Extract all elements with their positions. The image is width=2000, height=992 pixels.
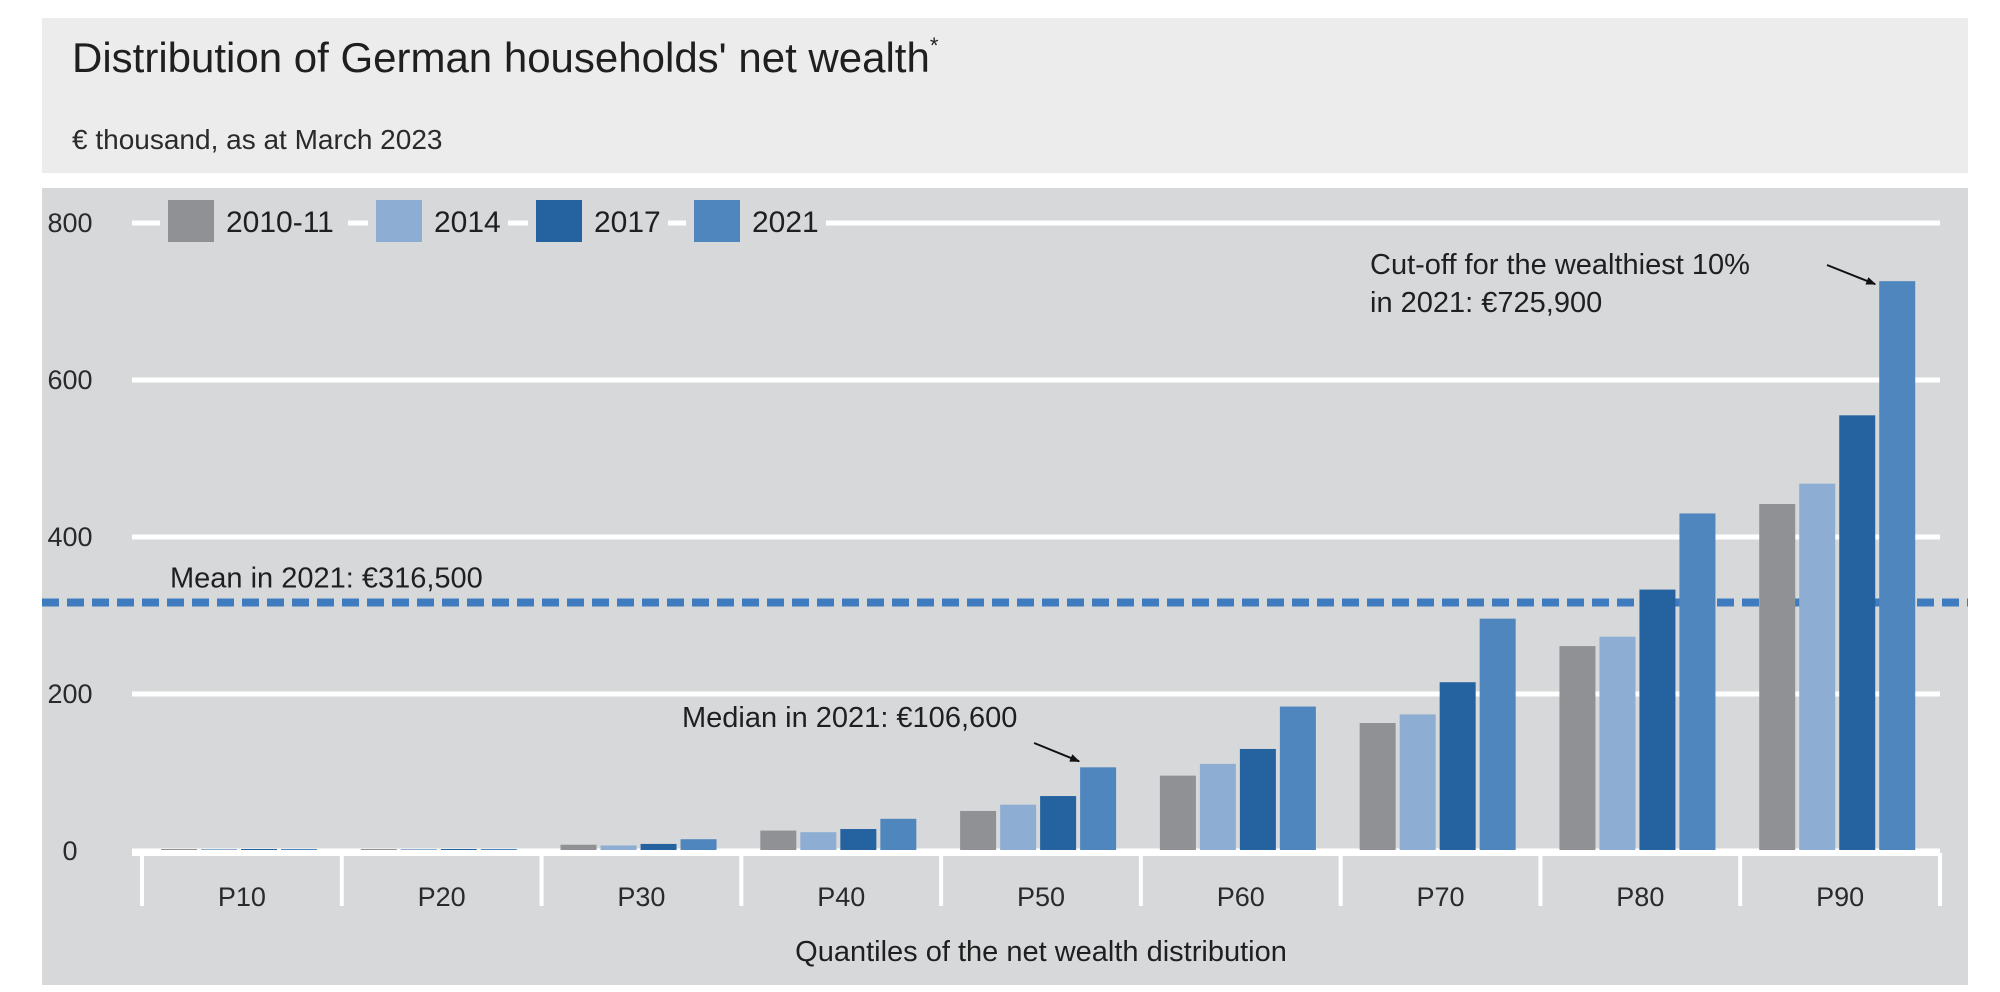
x-axis-title: Quantiles of the net wealth distribution — [795, 936, 1287, 968]
x-tick-label-P30: P30 — [617, 882, 665, 912]
bar-P70-2017 — [1439, 682, 1476, 851]
bar-P60-2010-11 — [1159, 775, 1196, 851]
bar-P60-2014 — [1199, 763, 1236, 851]
bar-P60-2017 — [1239, 748, 1276, 851]
bar-P90-2021 — [1879, 281, 1916, 851]
bar-P80-2017 — [1639, 589, 1676, 851]
legend-label-2014: 2014 — [434, 206, 501, 239]
title-footnote-mark: * — [929, 33, 939, 58]
bar-P40-2014 — [800, 832, 837, 851]
bar-P80-2021 — [1679, 513, 1716, 851]
bar-P70-2014 — [1399, 714, 1436, 851]
y-tick-label-800: 800 — [47, 208, 92, 238]
bar-P30-2017 — [640, 843, 677, 851]
legend-label-2010-11: 2010-11 — [226, 206, 334, 239]
plot-panel: 0 200 400 600 800 P10 P20 P30 P40 P50 P60 P70 P80 P90… — [42, 188, 1968, 985]
bar-P40-2017 — [840, 829, 877, 851]
y-tick-label-400: 400 — [47, 522, 92, 552]
legend-swatch-2017 — [536, 200, 582, 242]
legend-swatch-2010-11 — [168, 200, 214, 242]
x-tick-label-P20: P20 — [418, 882, 466, 912]
bar-P80-2010-11 — [1559, 646, 1596, 851]
x-tick-label-P90: P90 — [1816, 882, 1864, 912]
bar-P90-2010-11 — [1759, 504, 1796, 851]
bar-P50-2021 — [1080, 767, 1117, 851]
bar-P50-2010-11 — [960, 810, 997, 851]
median-arrow — [1033, 742, 1081, 763]
bar-P70-2010-11 — [1359, 723, 1396, 851]
bar-chart: 0 200 400 600 800 P10 P20 P30 P40 P50 P60 P70 P80 P90… — [42, 192, 1968, 968]
chart-title: Distribution of German households' net w… — [72, 33, 939, 81]
bar-P50-2014 — [1000, 804, 1037, 851]
cutoff-arrow — [1826, 264, 1877, 286]
legend-label-2021: 2021 — [752, 206, 819, 239]
bar-P80-2014 — [1599, 636, 1636, 851]
median-label: Median in 2021: €106,600 — [682, 702, 1017, 734]
x-tick-label-P60: P60 — [1217, 882, 1265, 912]
cutoff-label-line1: Cut-off for the wealthiest 10% — [1370, 249, 1750, 281]
y-tick-label-200: 200 — [47, 679, 92, 709]
y-tick-label-0: 0 — [62, 836, 77, 866]
legend-swatch-2021 — [694, 200, 740, 242]
bar-P30-2010-11 — [560, 844, 597, 851]
bar-P30-2021 — [680, 839, 717, 851]
cutoff-label-line2: in 2021: €725,900 — [1370, 287, 1602, 319]
bar-P60-2021 — [1279, 706, 1316, 851]
legend-label-2017: 2017 — [594, 206, 661, 239]
bar-P90-2014 — [1799, 483, 1836, 851]
bar-P40-2010-11 — [760, 830, 797, 851]
mean-label: Mean in 2021: €316,500 — [170, 563, 483, 595]
chart-header: Distribution of German households' net w… — [42, 18, 1968, 173]
x-tick-label-P50: P50 — [1017, 882, 1065, 912]
x-tick-label-P80: P80 — [1616, 882, 1664, 912]
bar-P30-2014 — [600, 845, 637, 851]
x-tick-label-P10: P10 — [218, 882, 266, 912]
x-tick-label-P70: P70 — [1417, 882, 1465, 912]
bar-P40-2021 — [880, 818, 917, 851]
bar-P90-2017 — [1839, 415, 1876, 851]
x-tick-label-P40: P40 — [817, 882, 865, 912]
bar-P70-2021 — [1479, 618, 1516, 851]
bar-P50-2017 — [1040, 796, 1077, 851]
legend-swatch-2014 — [376, 200, 422, 242]
chart-subtitle: € thousand, as at March 2023 — [72, 124, 443, 155]
y-tick-label-600: 600 — [47, 365, 92, 395]
